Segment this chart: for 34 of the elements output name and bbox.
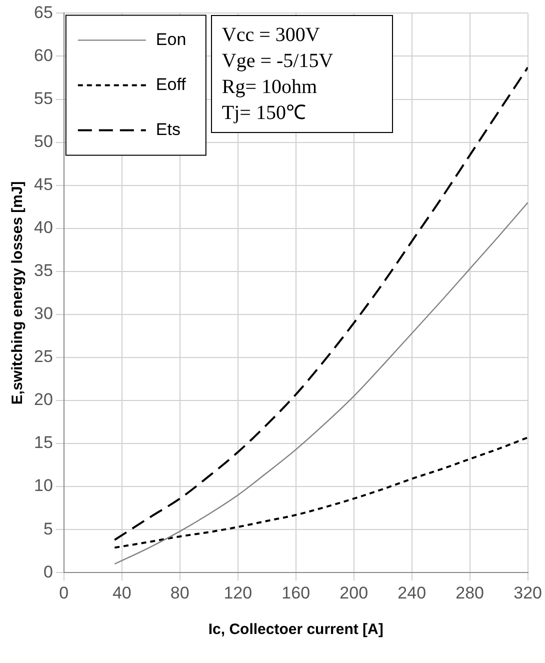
x-tick-label: 80 [170,583,190,602]
x-tick-label: 280 [456,583,484,602]
annotation: Vge = -5/15V [222,49,334,74]
y-tick-label: 65 [34,2,53,22]
line-series [114,436,528,549]
y-tick-label: 5 [43,519,53,538]
y-tick-label: 15 [34,433,53,452]
x-axis-title: Ic, Collectoer current [A] [208,621,384,638]
y-tick-label: 20 [34,390,53,410]
x-tick-label: 120 [224,583,252,602]
y-tick-label: 60 [34,46,53,65]
x-tick-label: 200 [340,583,368,602]
legend-label: Eon [156,30,186,49]
y-tick-label: 30 [34,304,53,324]
x-tick-label: 240 [398,583,426,602]
y-tick-label: 40 [34,218,53,238]
y-tick-label: 45 [34,175,53,194]
legend-label: Ets [156,120,180,139]
legend-label: Eoff [156,74,186,94]
y-tick-label: 25 [34,347,53,366]
line-series [114,202,528,565]
y-tick-label: 35 [34,261,53,280]
y-tick-label: 55 [34,88,53,108]
x-tick-label: 0 [59,583,69,602]
annotation: Tj= 150℃ [222,101,307,126]
x-tick-label: 160 [282,583,310,602]
y-tick-label: 50 [34,132,53,151]
y-tick-label: 10 [34,476,53,496]
x-tick-label: 40 [112,583,132,602]
annotation: Vcc = 300V [222,23,321,48]
y-tick-label: 0 [43,562,53,582]
y-axis-title: E,switching energy losses [mJ] [9,181,26,405]
x-tick-label: 320 [514,583,542,602]
annotation: Rg= 10ohm [222,75,318,100]
